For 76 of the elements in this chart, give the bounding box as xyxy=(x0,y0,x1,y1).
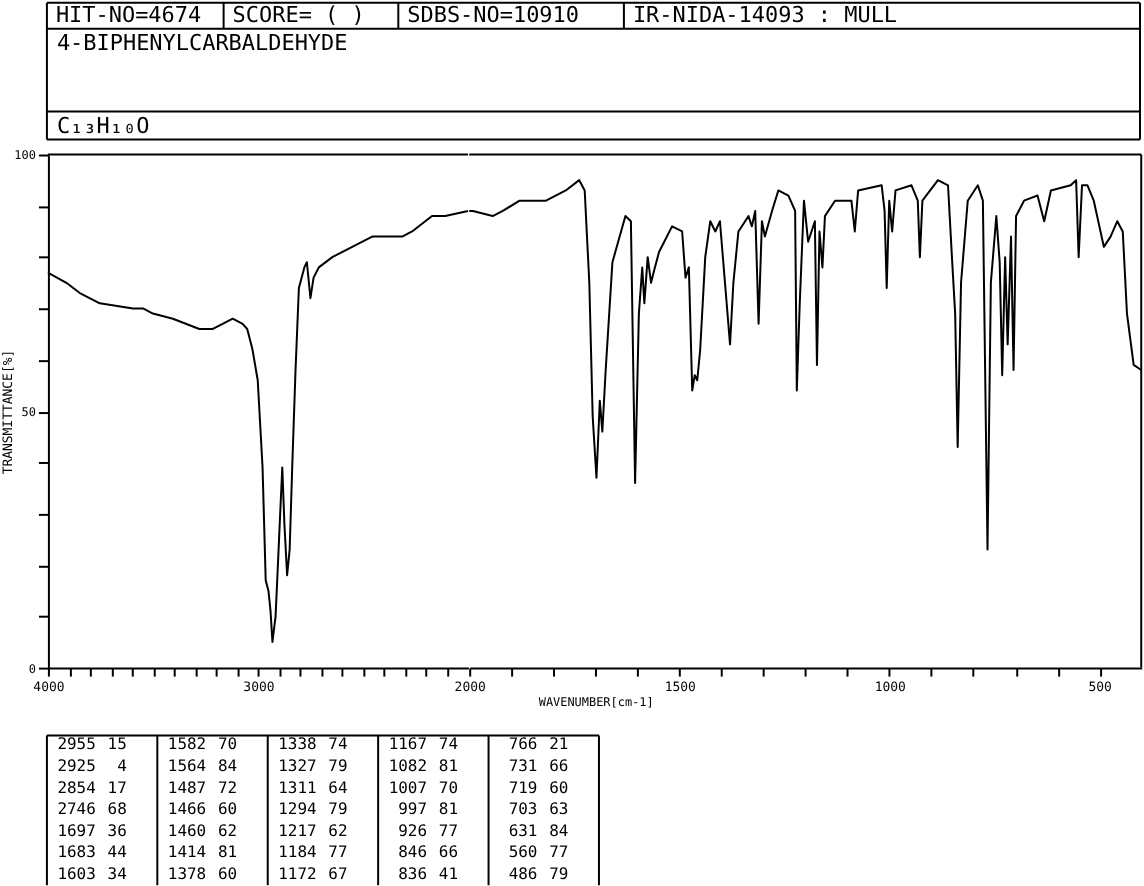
category-label: 703 xyxy=(508,800,538,819)
category-label: 1564 xyxy=(167,757,207,776)
data-label: 60 xyxy=(217,800,238,819)
category-label: 1167 xyxy=(388,735,428,754)
data-label: 70 xyxy=(217,735,238,754)
data-label: 4 xyxy=(117,757,128,776)
data-label: 41 xyxy=(438,864,459,883)
data-label: 36 xyxy=(107,821,128,840)
category-label: 846 xyxy=(398,843,428,862)
category-label: 719 xyxy=(508,778,538,797)
category-label: 1338 xyxy=(278,735,318,754)
category-label: 731 xyxy=(508,757,538,776)
data-label: 74 xyxy=(438,735,459,754)
category-label: 1683 xyxy=(57,843,97,862)
data-label: 64 xyxy=(328,778,348,797)
chart-subtitle: C₁₃H₁₀O xyxy=(56,112,150,139)
category-label: 1466 xyxy=(167,800,207,819)
data-label: 34 xyxy=(107,864,128,883)
category-label: 1460 xyxy=(167,821,207,840)
data-label: 79 xyxy=(328,800,348,819)
category-label: 2854 xyxy=(57,778,97,797)
category-label: 1378 xyxy=(167,864,207,883)
text: HIT-NO=4674 xyxy=(55,1,202,28)
chart-title: 4-BIPHENYLCARBALDEHYDE xyxy=(56,29,348,56)
category-label: 631 xyxy=(508,821,538,840)
data-label: 68 xyxy=(107,800,128,819)
category-label: 1603 xyxy=(57,864,97,883)
category-label: 1327 xyxy=(278,757,318,776)
data-label: 66 xyxy=(438,843,459,862)
data-label: 84 xyxy=(549,821,569,840)
category-label: 1217 xyxy=(278,821,318,840)
category-label: 1311 xyxy=(278,778,318,797)
category-label: 836 xyxy=(398,864,428,883)
category-label: 1007 xyxy=(388,778,428,797)
category-label: 1082 xyxy=(388,757,428,776)
data-label: 79 xyxy=(549,864,569,883)
data-label: 60 xyxy=(549,778,569,797)
data-label: 15 xyxy=(107,735,128,754)
category-label: 926 xyxy=(398,821,428,840)
data-label: 62 xyxy=(328,821,348,840)
category-label: 2955 xyxy=(57,735,97,754)
data-label: 79 xyxy=(328,757,348,776)
data-label: 84 xyxy=(217,757,238,776)
data-label: 81 xyxy=(438,757,459,776)
data-label: 60 xyxy=(217,864,238,883)
category-label: 766 xyxy=(508,735,538,754)
category-label: 1697 xyxy=(57,821,97,840)
category-label: 1487 xyxy=(167,778,207,797)
category-label: 997 xyxy=(398,800,428,819)
data-label: 74 xyxy=(328,735,348,754)
category-label: 1172 xyxy=(278,864,318,883)
data-label: 81 xyxy=(217,843,238,862)
data-label: 17 xyxy=(107,778,128,797)
category-label: 560 xyxy=(508,843,538,862)
text: SCORE= ( ) xyxy=(232,1,365,28)
category-label: 2925 xyxy=(57,757,97,776)
category-label: 2746 xyxy=(57,800,97,819)
data-label: 77 xyxy=(549,843,569,862)
data-label: 77 xyxy=(438,821,459,840)
text: SDBS-NO=10910 xyxy=(407,1,580,28)
data-label: 70 xyxy=(438,778,459,797)
data-label: 66 xyxy=(549,757,569,776)
data-label: 77 xyxy=(328,843,348,862)
data-label: 81 xyxy=(438,800,459,819)
category-label: 1184 xyxy=(278,843,318,862)
category-label: 486 xyxy=(508,864,538,883)
data-label: 67 xyxy=(328,864,348,883)
data-label: 44 xyxy=(107,843,128,862)
category-label: 1294 xyxy=(278,800,318,819)
category-label: 1414 xyxy=(167,843,207,862)
data-label: 72 xyxy=(217,778,238,797)
text: IR-NIDA-14093 : MULL xyxy=(632,1,898,28)
category-label: 1582 xyxy=(167,735,207,754)
data-label: 21 xyxy=(549,735,569,754)
data-label: 62 xyxy=(217,821,238,840)
data-label: 63 xyxy=(549,800,569,819)
